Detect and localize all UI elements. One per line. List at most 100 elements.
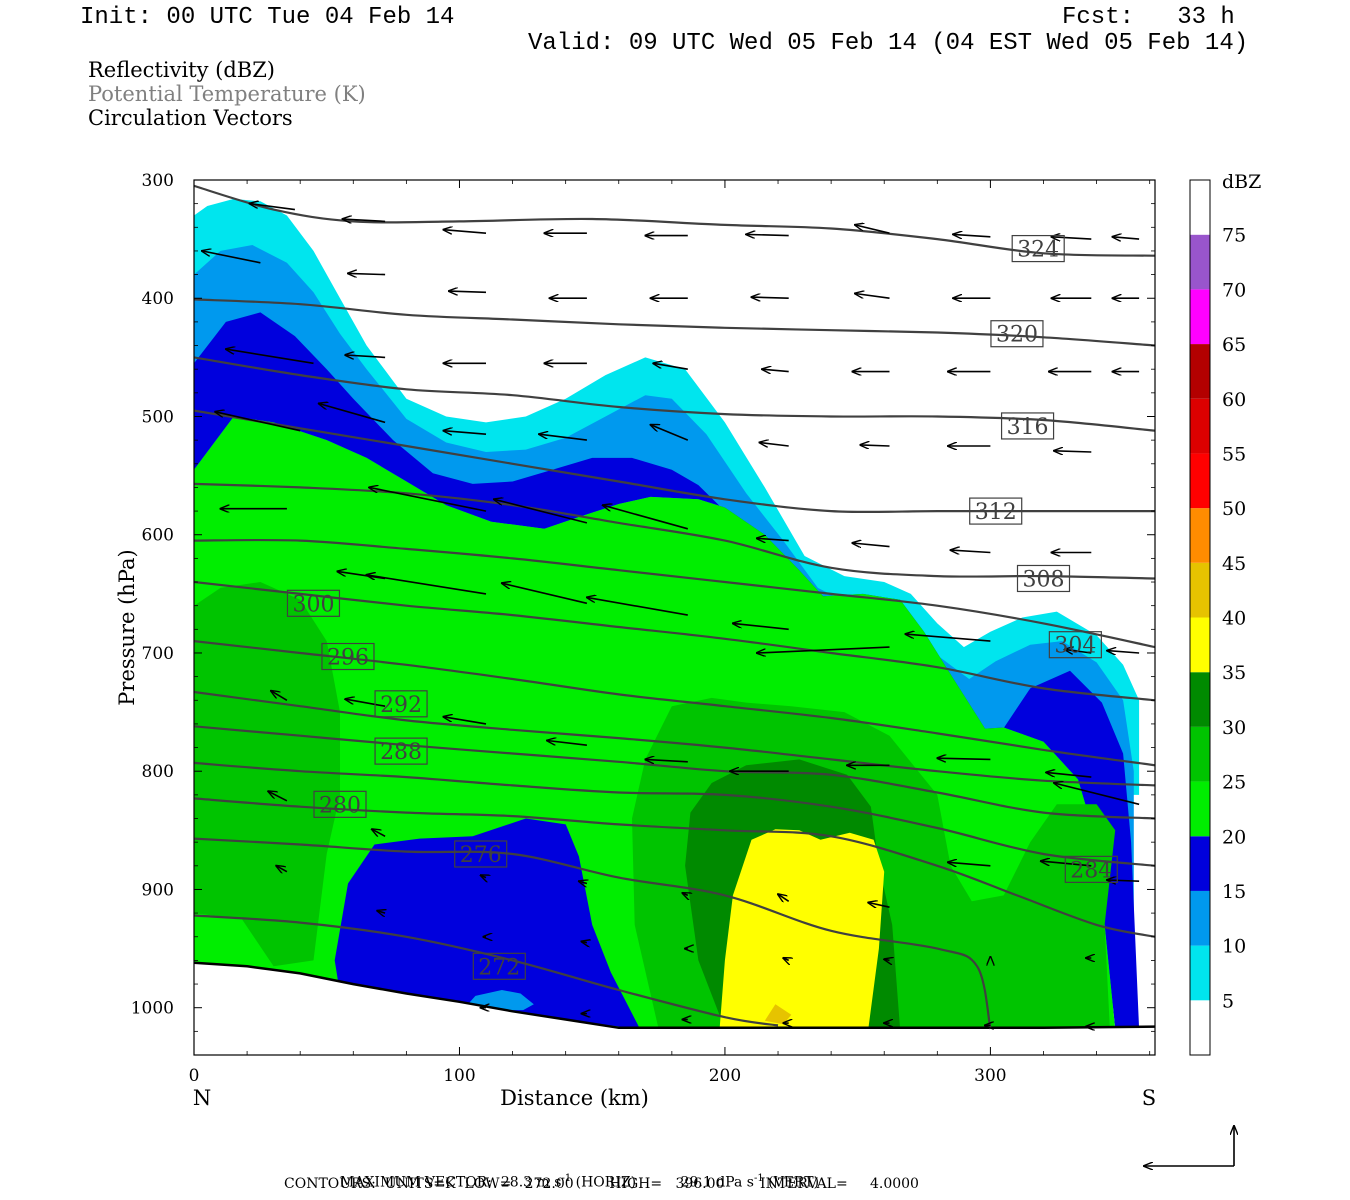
circulation-vector	[906, 634, 991, 642]
isentrope-312	[194, 409, 1155, 514]
isentrope-292	[194, 690, 1155, 787]
circulation-vector	[444, 717, 487, 725]
horiz-exponent: -1	[561, 1173, 572, 1184]
y-tick-label: 500	[142, 407, 174, 427]
isentrope-308	[194, 482, 1155, 580]
isentrope-label-box	[1064, 855, 1118, 883]
colorbar-segment	[1190, 726, 1210, 782]
isentrope-label-box	[374, 737, 428, 765]
circulation-vector	[884, 959, 889, 960]
colorbar-frame	[1189, 179, 1211, 1056]
circulation-vector	[603, 505, 689, 530]
circulation-vector	[653, 363, 688, 370]
circulation-vector	[645, 759, 688, 761]
circulation-vector	[855, 225, 890, 234]
isentrope-label-text: 292	[380, 693, 422, 718]
init-time: Init: 00 UTC Tue 04 Feb 14	[80, 4, 455, 31]
reflectivity-15dbz-region	[334, 818, 640, 1029]
y-tick-label: 600	[142, 526, 174, 546]
circulation-vector	[367, 575, 487, 595]
isentrope-label-box	[321, 642, 375, 671]
circulation-vector	[860, 445, 890, 446]
circulation-vector	[377, 911, 385, 913]
circulation-vector	[215, 412, 301, 432]
isentrope-label-text: 300	[292, 592, 334, 617]
circulation-vector	[587, 597, 688, 616]
forecast-hour: Fcst: 33 h	[1062, 4, 1235, 31]
horiz-max-value: 28.3	[500, 1174, 533, 1191]
colorbar-label: 45	[1222, 553, 1246, 575]
colorbar-label: 60	[1222, 389, 1246, 411]
colorbar-label: 75	[1222, 225, 1246, 247]
y-tick-label: 1000	[131, 999, 174, 1019]
isentrope-label-276: 276	[454, 840, 508, 868]
isentrope-label-box	[286, 589, 341, 617]
colorbar-segment	[1190, 945, 1210, 1001]
circulation-vector	[502, 583, 588, 605]
plot-frame	[193, 179, 1156, 1056]
contours-info: CONTOURS: UNITS=K LOW= 272.00 HIGH= 396.…	[284, 1176, 919, 1192]
x-tick-label: 100	[443, 1066, 475, 1086]
circulation-vector	[276, 866, 288, 872]
x-tick-label: 0	[189, 1066, 200, 1086]
circulation-vector	[547, 741, 587, 746]
circulation-vector	[579, 881, 587, 883]
isentrope-label-box	[374, 690, 428, 718]
horiz-unit: m s	[536, 1174, 562, 1191]
colorbar-label: 70	[1222, 279, 1246, 301]
vert-unit: dPa s	[716, 1174, 754, 1191]
circulation-vector	[345, 699, 386, 707]
colorbar-label: 15	[1222, 881, 1246, 903]
colorbar-segment	[1190, 344, 1210, 399]
isentrope-label-292: 292	[374, 690, 428, 718]
terrain-fill	[194, 962, 1155, 1055]
isentrope-label-box	[1011, 234, 1065, 263]
colorbar-label: 5	[1222, 990, 1234, 1012]
circulation-vector	[494, 499, 588, 524]
isentrope-label-text: 272	[478, 955, 520, 980]
vert-exponent: -1	[753, 1173, 764, 1184]
isentrope-label-text: 316	[1007, 415, 1049, 440]
circulation-vector	[778, 894, 790, 901]
legend-reflectivity: Reflectivity (dBZ)	[88, 58, 276, 82]
legend-vectors: Circulation Vectors	[88, 106, 293, 130]
isentrope-label-box	[990, 320, 1044, 348]
isentrope-label-316: 316	[1000, 412, 1055, 440]
y-tick-label: 300	[142, 171, 174, 191]
isentrope-label-box	[969, 497, 1023, 525]
circulation-vector	[319, 404, 386, 424]
colorbar-unit: dBZ	[1222, 171, 1261, 193]
y-tick-label: 700	[142, 644, 174, 664]
colorbar-segment	[1190, 890, 1210, 946]
circulation-vector	[951, 550, 991, 552]
isentrope-label-box	[454, 840, 508, 868]
isentrope-324	[194, 184, 1155, 257]
isentrope-label-box	[1000, 412, 1055, 440]
circulation-vector	[1107, 880, 1140, 881]
circulation-vector	[1041, 861, 1092, 867]
isentrope-label-288: 288	[374, 737, 428, 765]
circulation-vector	[1054, 451, 1092, 452]
isentrope-284	[194, 761, 1155, 867]
circulation-vector	[762, 369, 789, 371]
isentrope-label-text: 312	[975, 500, 1017, 525]
circulation-vector	[1107, 651, 1140, 653]
isentrope-label-box	[1048, 631, 1102, 659]
isentrope-label-280: 280	[313, 790, 367, 818]
reflectivity-35dbz-region	[719, 829, 885, 1029]
isentrope-320	[194, 298, 1155, 347]
isentrope-label-304: 304	[1048, 631, 1102, 659]
colorbar-segment	[1190, 453, 1210, 509]
isentrope-label-box	[313, 790, 367, 818]
valid-time: Valid: 09 UTC Wed 05 Feb 14 (04 EST Wed …	[528, 30, 1249, 57]
circulation-vector	[271, 691, 288, 701]
circulation-vector	[449, 291, 487, 292]
circulation-vector	[760, 443, 789, 447]
colorbar-segment	[1190, 781, 1210, 837]
circulation-vector	[202, 251, 261, 264]
colorbar-segment	[1190, 180, 1210, 235]
circulation-vector	[953, 234, 991, 236]
circulation-vector	[250, 204, 296, 211]
isentrope-288	[194, 725, 1155, 820]
